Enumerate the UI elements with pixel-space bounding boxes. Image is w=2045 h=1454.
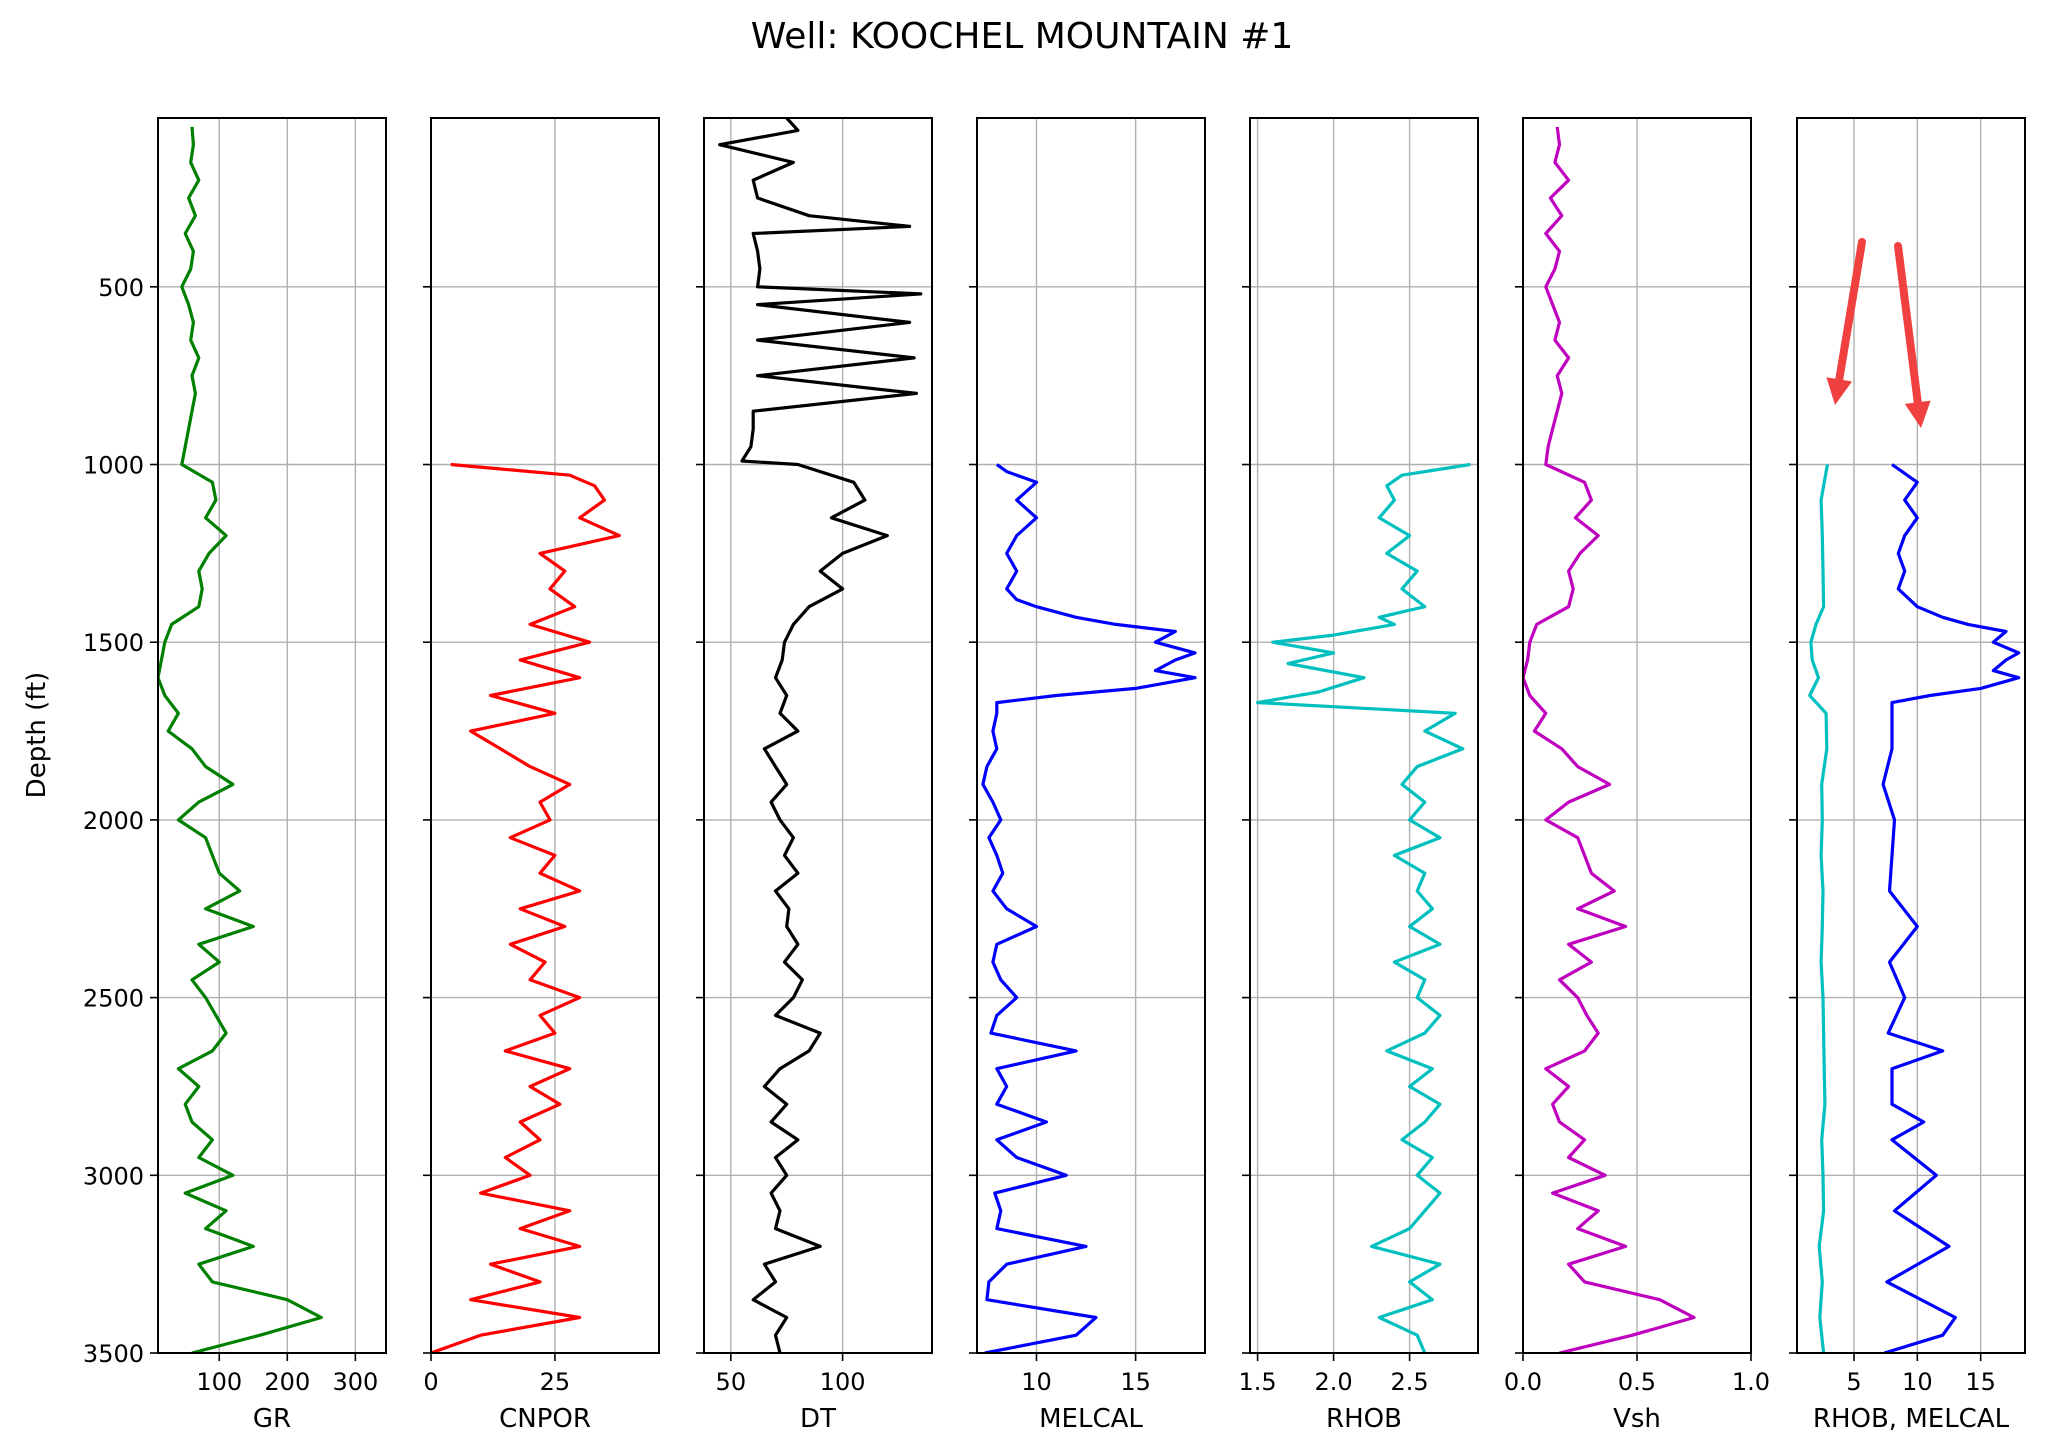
x-axis-label: MELCAL [1039,1404,1143,1434]
curve-dt [717,118,923,1353]
x-tick-label: 10 [1902,1368,1933,1396]
axes-frame [430,117,660,1354]
x-tick-label: 300 [332,1368,378,1396]
x-axis-label: RHOB [1326,1404,1402,1434]
panel-rhob-melcal: 5 10 15 RHOB, MELCAL [1789,117,2026,1434]
x-tick-label: 200 [264,1368,310,1396]
x-tick-label: 5 [1846,1368,1861,1396]
y-tick-label: 1000 [83,452,144,480]
y-axis-label: Depth (ft) [22,672,52,799]
panel-cnpor: 0 25 CNPOR [423,117,660,1434]
x-axis-label: RHOB, MELCAL [1813,1404,2010,1434]
panel-dt: 50 100 DT [696,117,933,1434]
panel-vsh: 0.0 0.5 1.0 Vsh [1504,117,1770,1434]
y-tick-label: 2000 [83,807,144,835]
annotation-arrows [1826,238,1931,428]
y-tick-label: 3000 [83,1162,144,1190]
x-tick-label: 2.5 [1391,1368,1429,1396]
x-tick-label: 1.0 [1732,1368,1770,1396]
x-axis-label: GR [253,1404,291,1434]
x-axis-label: DT [800,1404,836,1434]
x-tick-label: 0 [423,1368,438,1396]
curve-vsh [1523,126,1696,1353]
x-tick-label: 15 [1120,1368,1151,1396]
curve-rhob [1255,462,1471,1353]
curve-rhob [1808,464,1829,1353]
panel-rhob: 1.5 2.0 2.5 RHOB [1239,117,1479,1434]
y-tick-label: 1500 [83,629,144,657]
x-tick-label: 15 [1965,1368,1996,1396]
x-tick-label: 25 [540,1368,571,1396]
y-tick-label: 2500 [83,985,144,1013]
curve-melcal [981,463,1197,1353]
axes-frame [1796,117,2026,1354]
x-tick-label: 50 [716,1368,747,1396]
x-tick-label: 0.5 [1618,1368,1656,1396]
axes-frame [157,117,387,1354]
curve-cnpor [431,462,621,1353]
curve-melcal [1881,463,2021,1353]
axes-frame [1522,117,1752,1354]
axes-frame [1249,117,1479,1354]
x-axis-label: Vsh [1613,1404,1661,1434]
x-axis-label: CNPOR [499,1404,591,1434]
x-tick-label: 1.5 [1239,1368,1277,1396]
x-tick-label: 100 [196,1368,242,1396]
panel-gr: 100 200 300 500 1000 1500 2000 2500 3000 3500 GR [83,117,387,1434]
panel-melcal: 10 15 MELCAL [969,117,1206,1434]
annotation-arrow [1894,242,1931,428]
x-tick-label: 10 [1021,1368,1052,1396]
annotation-arrow [1826,238,1866,405]
axes-frame [703,117,933,1354]
x-tick-label: 100 [820,1368,866,1396]
figure-title: Well: KOOCHEL MOUNTAIN #1 [751,16,1294,57]
y-tick-label: 3500 [83,1340,144,1368]
axes-frame [976,117,1206,1354]
curve-gr [158,126,323,1353]
x-tick-label: 0.0 [1504,1368,1542,1396]
y-tick-label: 500 [98,274,144,302]
x-tick-label: 2.0 [1315,1368,1353,1396]
log-panels: 100 200 300 500 1000 1500 2000 2500 3000 3500 GR 0 2… [83,117,2026,1434]
